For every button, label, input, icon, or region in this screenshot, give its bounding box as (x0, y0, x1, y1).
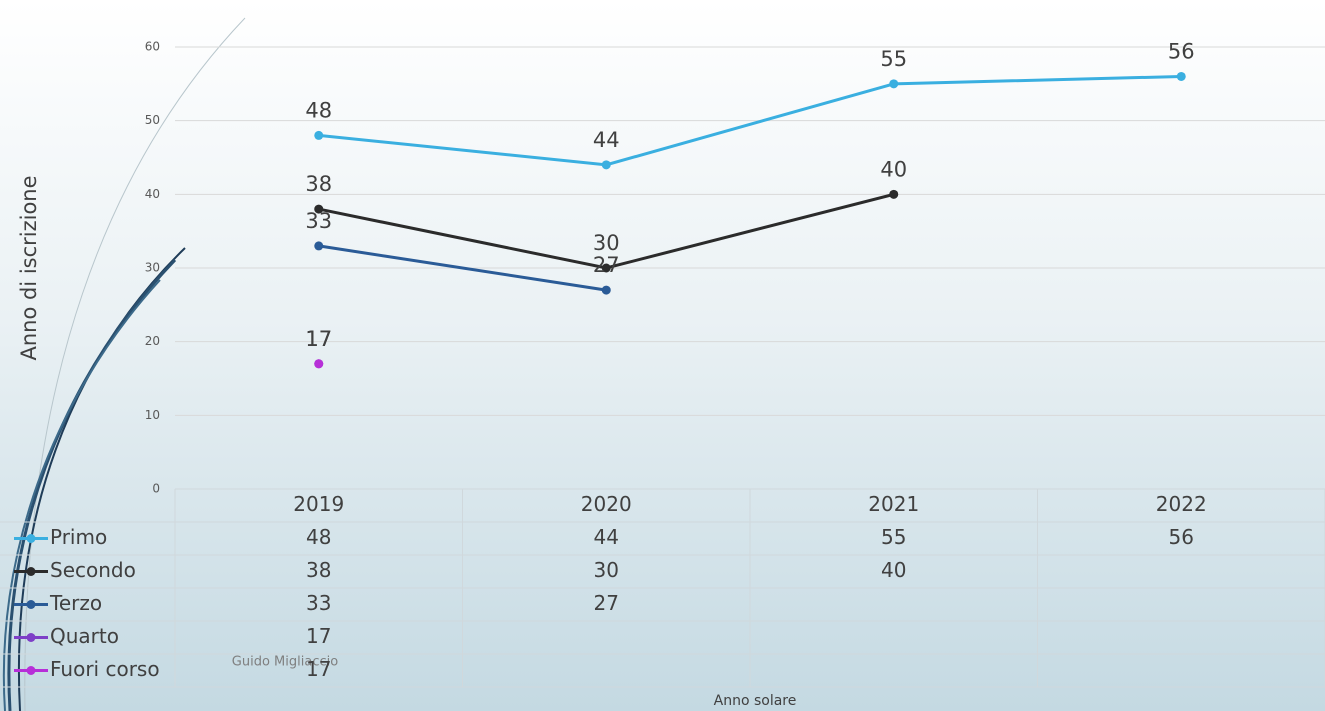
table-value: 17 (306, 657, 331, 681)
table-value: 55 (881, 525, 906, 549)
table-value: 38 (306, 558, 331, 582)
marker (314, 359, 323, 368)
marker (602, 160, 611, 169)
data-label: 56 (1168, 39, 1195, 63)
y-tick-label: 20 (145, 334, 160, 348)
legend-marker (27, 633, 36, 642)
page: {"chart_data": {"type": "line", "categor… (0, 0, 1325, 711)
y-tick-label: 30 (145, 261, 160, 275)
background (0, 0, 1325, 711)
data-label: 44 (593, 128, 620, 152)
x-tick-label: 2021 (868, 492, 919, 516)
x-tick-label: 2019 (293, 492, 344, 516)
data-label: 17 (305, 327, 332, 351)
table-value: 48 (306, 525, 331, 549)
legend-marker (27, 567, 36, 576)
marker (1177, 72, 1186, 81)
x-tick-label: 2020 (581, 492, 632, 516)
data-label: 33 (305, 209, 332, 233)
marker (602, 286, 611, 295)
legend-marker (27, 600, 36, 609)
legend-label: Fuori corso (50, 657, 160, 681)
marker (314, 241, 323, 250)
data-label: 27 (593, 253, 620, 277)
y-tick-label: 50 (145, 113, 160, 127)
table-value: 40 (881, 558, 906, 582)
legend-label: Terzo (49, 591, 102, 615)
data-label: 38 (305, 172, 332, 196)
y-tick-label: 40 (145, 187, 160, 201)
y-tick-label: 10 (145, 408, 160, 422)
data-label: 30 (593, 231, 620, 255)
marker (889, 79, 898, 88)
legend-label: Primo (50, 525, 107, 549)
legend-marker (27, 534, 36, 543)
y-axis-title: Anno di iscrizione (17, 175, 41, 360)
legend-marker (27, 666, 36, 675)
table-value: 17 (306, 624, 331, 648)
table-value: 33 (306, 591, 331, 615)
data-label: 40 (880, 157, 907, 181)
marker (314, 131, 323, 140)
legend-label: Quarto (50, 624, 119, 648)
marker (889, 190, 898, 199)
table-value: 30 (594, 558, 619, 582)
table-value: 27 (594, 591, 619, 615)
x-tick-label: 2022 (1156, 492, 1207, 516)
table-value: 56 (1169, 525, 1194, 549)
table-value: 44 (594, 525, 619, 549)
y-tick-label: 60 (145, 40, 160, 54)
y-tick-label: 0 (152, 482, 160, 496)
x-axis-title: Anno solare (714, 693, 797, 709)
chart: Anno di iscrizione Anno solare Guido Mig… (0, 0, 1325, 711)
data-label: 55 (880, 47, 907, 71)
data-label: 48 (305, 98, 332, 122)
legend-label: Secondo (50, 558, 136, 582)
